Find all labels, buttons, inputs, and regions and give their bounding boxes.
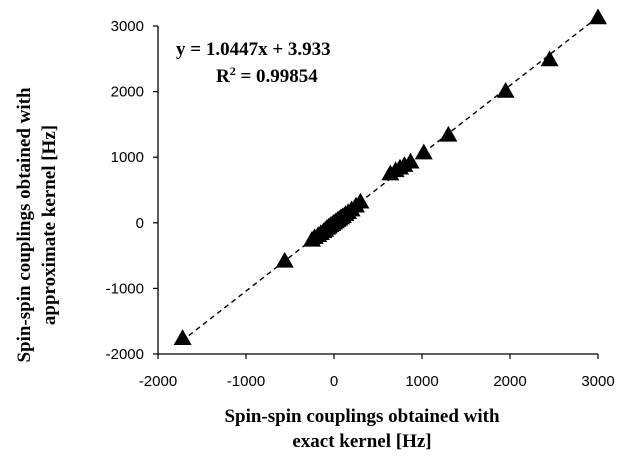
- data-point: [496, 81, 515, 98]
- x-axis-title-line-2: exact kernel [Hz]: [292, 431, 431, 452]
- data-point: [439, 125, 458, 142]
- axes: -2000 -1000 0 1000 2000 3000 -2000 -1000 0 1000 20…: [106, 18, 615, 390]
- x-tick-label: -2000: [139, 373, 177, 390]
- x-tick-label: 2000: [493, 373, 526, 390]
- data-point: [351, 192, 370, 209]
- x-tick-label: 1000: [405, 373, 438, 390]
- x-tick-label: 0: [330, 373, 338, 390]
- y-tick-label: 2000: [111, 84, 144, 101]
- data-point: [173, 329, 192, 346]
- x-axis-title-line-1: Spin-spin couplings obtained with: [224, 406, 500, 427]
- y-tick-label: 3000: [111, 18, 144, 35]
- x-tick-label: -1000: [227, 373, 265, 390]
- data-point: [275, 251, 294, 268]
- x-tick-label: 3000: [581, 373, 614, 390]
- r-squared-label: R2 = 0.99854: [216, 64, 318, 87]
- y-tick-label: -2000: [106, 346, 144, 363]
- y-axis-title-line-2: approximate kernel [Hz]: [39, 125, 60, 325]
- y-tick-label: -1000: [106, 280, 144, 297]
- y-axis-title-line-1: Spin-spin couplings obtained with: [14, 87, 35, 363]
- y-tick-label: 0: [136, 215, 144, 232]
- data-point: [401, 152, 420, 169]
- data-points: [173, 8, 607, 346]
- y-tick-label: 1000: [111, 149, 144, 166]
- data-point: [540, 50, 559, 67]
- regression-equation: y = 1.0447x + 3.933: [176, 39, 331, 60]
- data-point: [589, 8, 607, 25]
- data-point: [414, 143, 433, 160]
